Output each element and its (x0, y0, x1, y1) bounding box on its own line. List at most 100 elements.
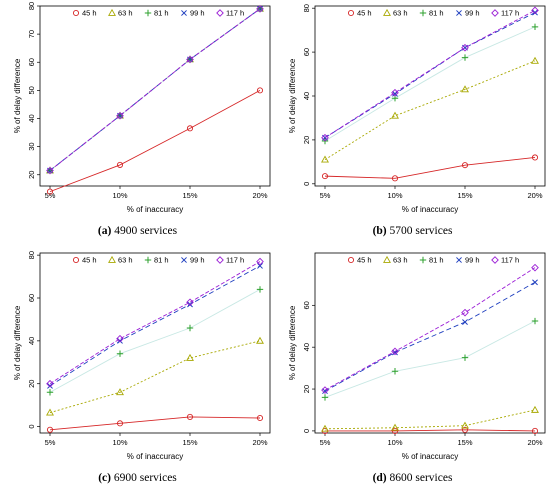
legend-label: 117 h (226, 256, 244, 265)
legend-label: 99 h (465, 256, 480, 265)
legend-label: 99 h (190, 256, 205, 265)
x-axis-label: % of inaccuracy (127, 452, 183, 461)
data-point (116, 420, 124, 427)
x-axis-label: % of inaccuracy (402, 205, 458, 214)
data-point (186, 125, 194, 132)
series-81h (321, 317, 539, 401)
data-point (186, 324, 194, 332)
series-line (49, 416, 261, 431)
caption-text-d: 8600 services (389, 472, 453, 484)
data-point (256, 87, 264, 94)
y-axis-label: % of delay difference (13, 305, 22, 380)
series-line (324, 26, 536, 142)
caption-letter-d: (d) (372, 472, 387, 484)
legend-marker (108, 255, 116, 263)
x-tick-label: 5% (45, 438, 56, 447)
legend-label: 81 h (429, 9, 444, 18)
legend-label: 81 h (429, 256, 444, 265)
caption-a: (a) 4900 services (0, 225, 275, 237)
data-point (116, 388, 124, 396)
series-line (324, 12, 536, 139)
legend-label: 99 h (190, 9, 205, 18)
panel-d: 5% 10% 15% 20% 0 20 40 60 % of inaccuracy % of de… (275, 247, 550, 494)
x-axis-label: % of inaccuracy (127, 205, 183, 214)
legend-label: 81 h (154, 256, 169, 265)
x-tick-label: 20% (527, 438, 542, 447)
plot-frame (39, 5, 271, 187)
legend-marker (491, 9, 499, 17)
y-tick-label: 40 (302, 343, 311, 351)
y-tick-label: 80 (27, 251, 36, 259)
series-81h (321, 23, 539, 145)
data-point (321, 155, 329, 163)
panel-b: 5% 10% 15% 20% 0 20 40 60 80 % of inaccuracy % of … (275, 0, 550, 247)
x-tick-label: 15% (457, 438, 472, 447)
x-tick-label: 20% (252, 191, 267, 200)
series-63h (321, 405, 539, 432)
caption-text-a: 4900 services (114, 225, 178, 237)
y-tick-label: 0 (302, 182, 311, 186)
data-point (187, 301, 193, 308)
legend-marker (383, 8, 391, 16)
y-tick-label: 30 (27, 142, 36, 150)
x-tick-label: 15% (182, 191, 197, 200)
panel-a: 5% 10% 15% 20% 20 30 40 50 60 70 80 % of inaccuracy… (0, 0, 275, 247)
caption-text-b: 5700 services (389, 225, 453, 237)
y-tick-label: 80 (27, 2, 36, 10)
series-line (49, 265, 261, 387)
data-point (391, 427, 399, 434)
series-117h (321, 6, 539, 142)
data-point (47, 382, 53, 389)
data-point (531, 56, 539, 64)
legend-label: 45 h (357, 256, 372, 265)
plot-frame (314, 5, 546, 187)
legend-marker (456, 257, 462, 263)
caption-letter-a: (a) (97, 225, 112, 237)
y-tick-label: 20 (302, 385, 311, 393)
data-point (256, 336, 264, 344)
x-tick-label: 5% (320, 438, 331, 447)
data-point (461, 426, 469, 433)
data-point (321, 133, 329, 142)
x-tick-label: 5% (320, 191, 331, 200)
data-point (46, 426, 54, 433)
y-tick-label: 20 (27, 171, 36, 179)
caption-letter-c: (c) (98, 472, 111, 484)
data-point (461, 308, 469, 317)
legend-label: 63 h (393, 9, 408, 18)
data-point (46, 408, 54, 416)
data-point (256, 4, 264, 13)
chart-b: 5% 10% 15% 20% 0 20 40 60 80 % of inaccuracy % of … (288, 4, 546, 214)
y-tick-label: 0 (302, 429, 311, 433)
chart-d: 5% 10% 15% 20% 0 20 40 60 % of inaccuracy % of de… (288, 252, 546, 461)
data-point (321, 394, 329, 401)
data-point (256, 414, 264, 422)
data-point (46, 379, 54, 388)
x-tick-label: 10% (387, 191, 402, 200)
legend-label: 63 h (118, 9, 133, 18)
legend-marker (383, 255, 391, 263)
y-tick-label: 60 (302, 48, 311, 56)
data-point (531, 317, 539, 325)
legend-marker (108, 8, 116, 16)
y-tick-label: 40 (27, 337, 36, 345)
data-point (531, 6, 539, 15)
data-point (391, 88, 399, 97)
data-point (391, 175, 399, 182)
data-point (531, 405, 539, 413)
series-45h (321, 426, 539, 434)
x-tick-label: 15% (457, 191, 472, 200)
legend-label: 45 h (82, 256, 97, 265)
data-point (532, 9, 538, 16)
series-line (324, 281, 536, 392)
legend-label: 63 h (393, 256, 408, 265)
caption-letter-b: (b) (372, 225, 387, 237)
x-tick-label: 10% (112, 191, 127, 200)
caption-d: (d) 8600 services (275, 472, 550, 484)
plot-frame (39, 252, 271, 434)
legend-label: 45 h (82, 9, 97, 18)
data-point (46, 188, 54, 195)
series-line (49, 261, 261, 385)
series-117h (321, 263, 539, 394)
series-81h (46, 286, 264, 396)
